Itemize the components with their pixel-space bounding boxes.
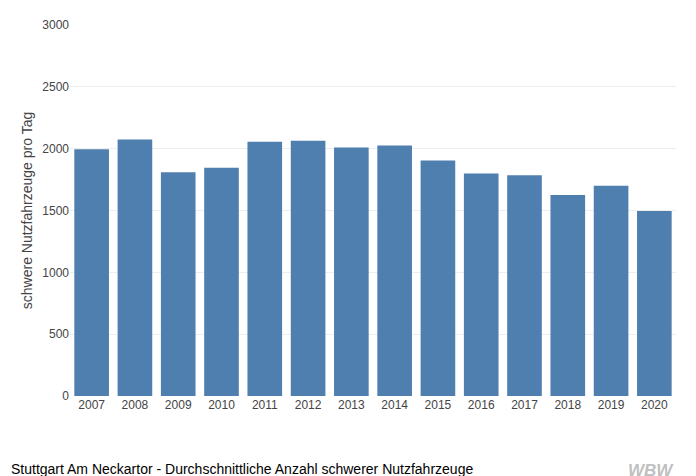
svg-text:3000: 3000 xyxy=(42,18,69,32)
svg-text:2015: 2015 xyxy=(425,398,452,412)
svg-text:0: 0 xyxy=(62,389,69,403)
svg-text:1500: 1500 xyxy=(42,204,69,218)
svg-text:2013: 2013 xyxy=(338,398,365,412)
svg-text:2018: 2018 xyxy=(554,398,581,412)
svg-text:Stuttgart Am Neckartor - Durch: Stuttgart Am Neckartor - Durchschnittlic… xyxy=(11,461,473,476)
svg-text:2010: 2010 xyxy=(208,398,235,412)
svg-text:2019: 2019 xyxy=(598,398,625,412)
svg-text:2011: 2011 xyxy=(252,398,278,412)
svg-text:2016: 2016 xyxy=(468,398,495,412)
svg-text:2012: 2012 xyxy=(295,398,322,412)
svg-text:2500: 2500 xyxy=(42,80,69,94)
svg-text:2007: 2007 xyxy=(78,398,105,412)
svg-text:WBW: WBW xyxy=(628,461,674,476)
svg-text:2014: 2014 xyxy=(381,398,408,412)
svg-text:1000: 1000 xyxy=(42,266,69,280)
svg-text:2020: 2020 xyxy=(641,398,668,412)
svg-text:2017: 2017 xyxy=(511,398,538,412)
svg-text:2000: 2000 xyxy=(42,142,69,156)
svg-text:2009: 2009 xyxy=(165,398,192,412)
svg-text:schwere Nutzfahrzeuge pro Tag: schwere Nutzfahrzeuge pro Tag xyxy=(19,112,35,309)
svg-text:2008: 2008 xyxy=(122,398,149,412)
svg-text:500: 500 xyxy=(49,327,69,341)
